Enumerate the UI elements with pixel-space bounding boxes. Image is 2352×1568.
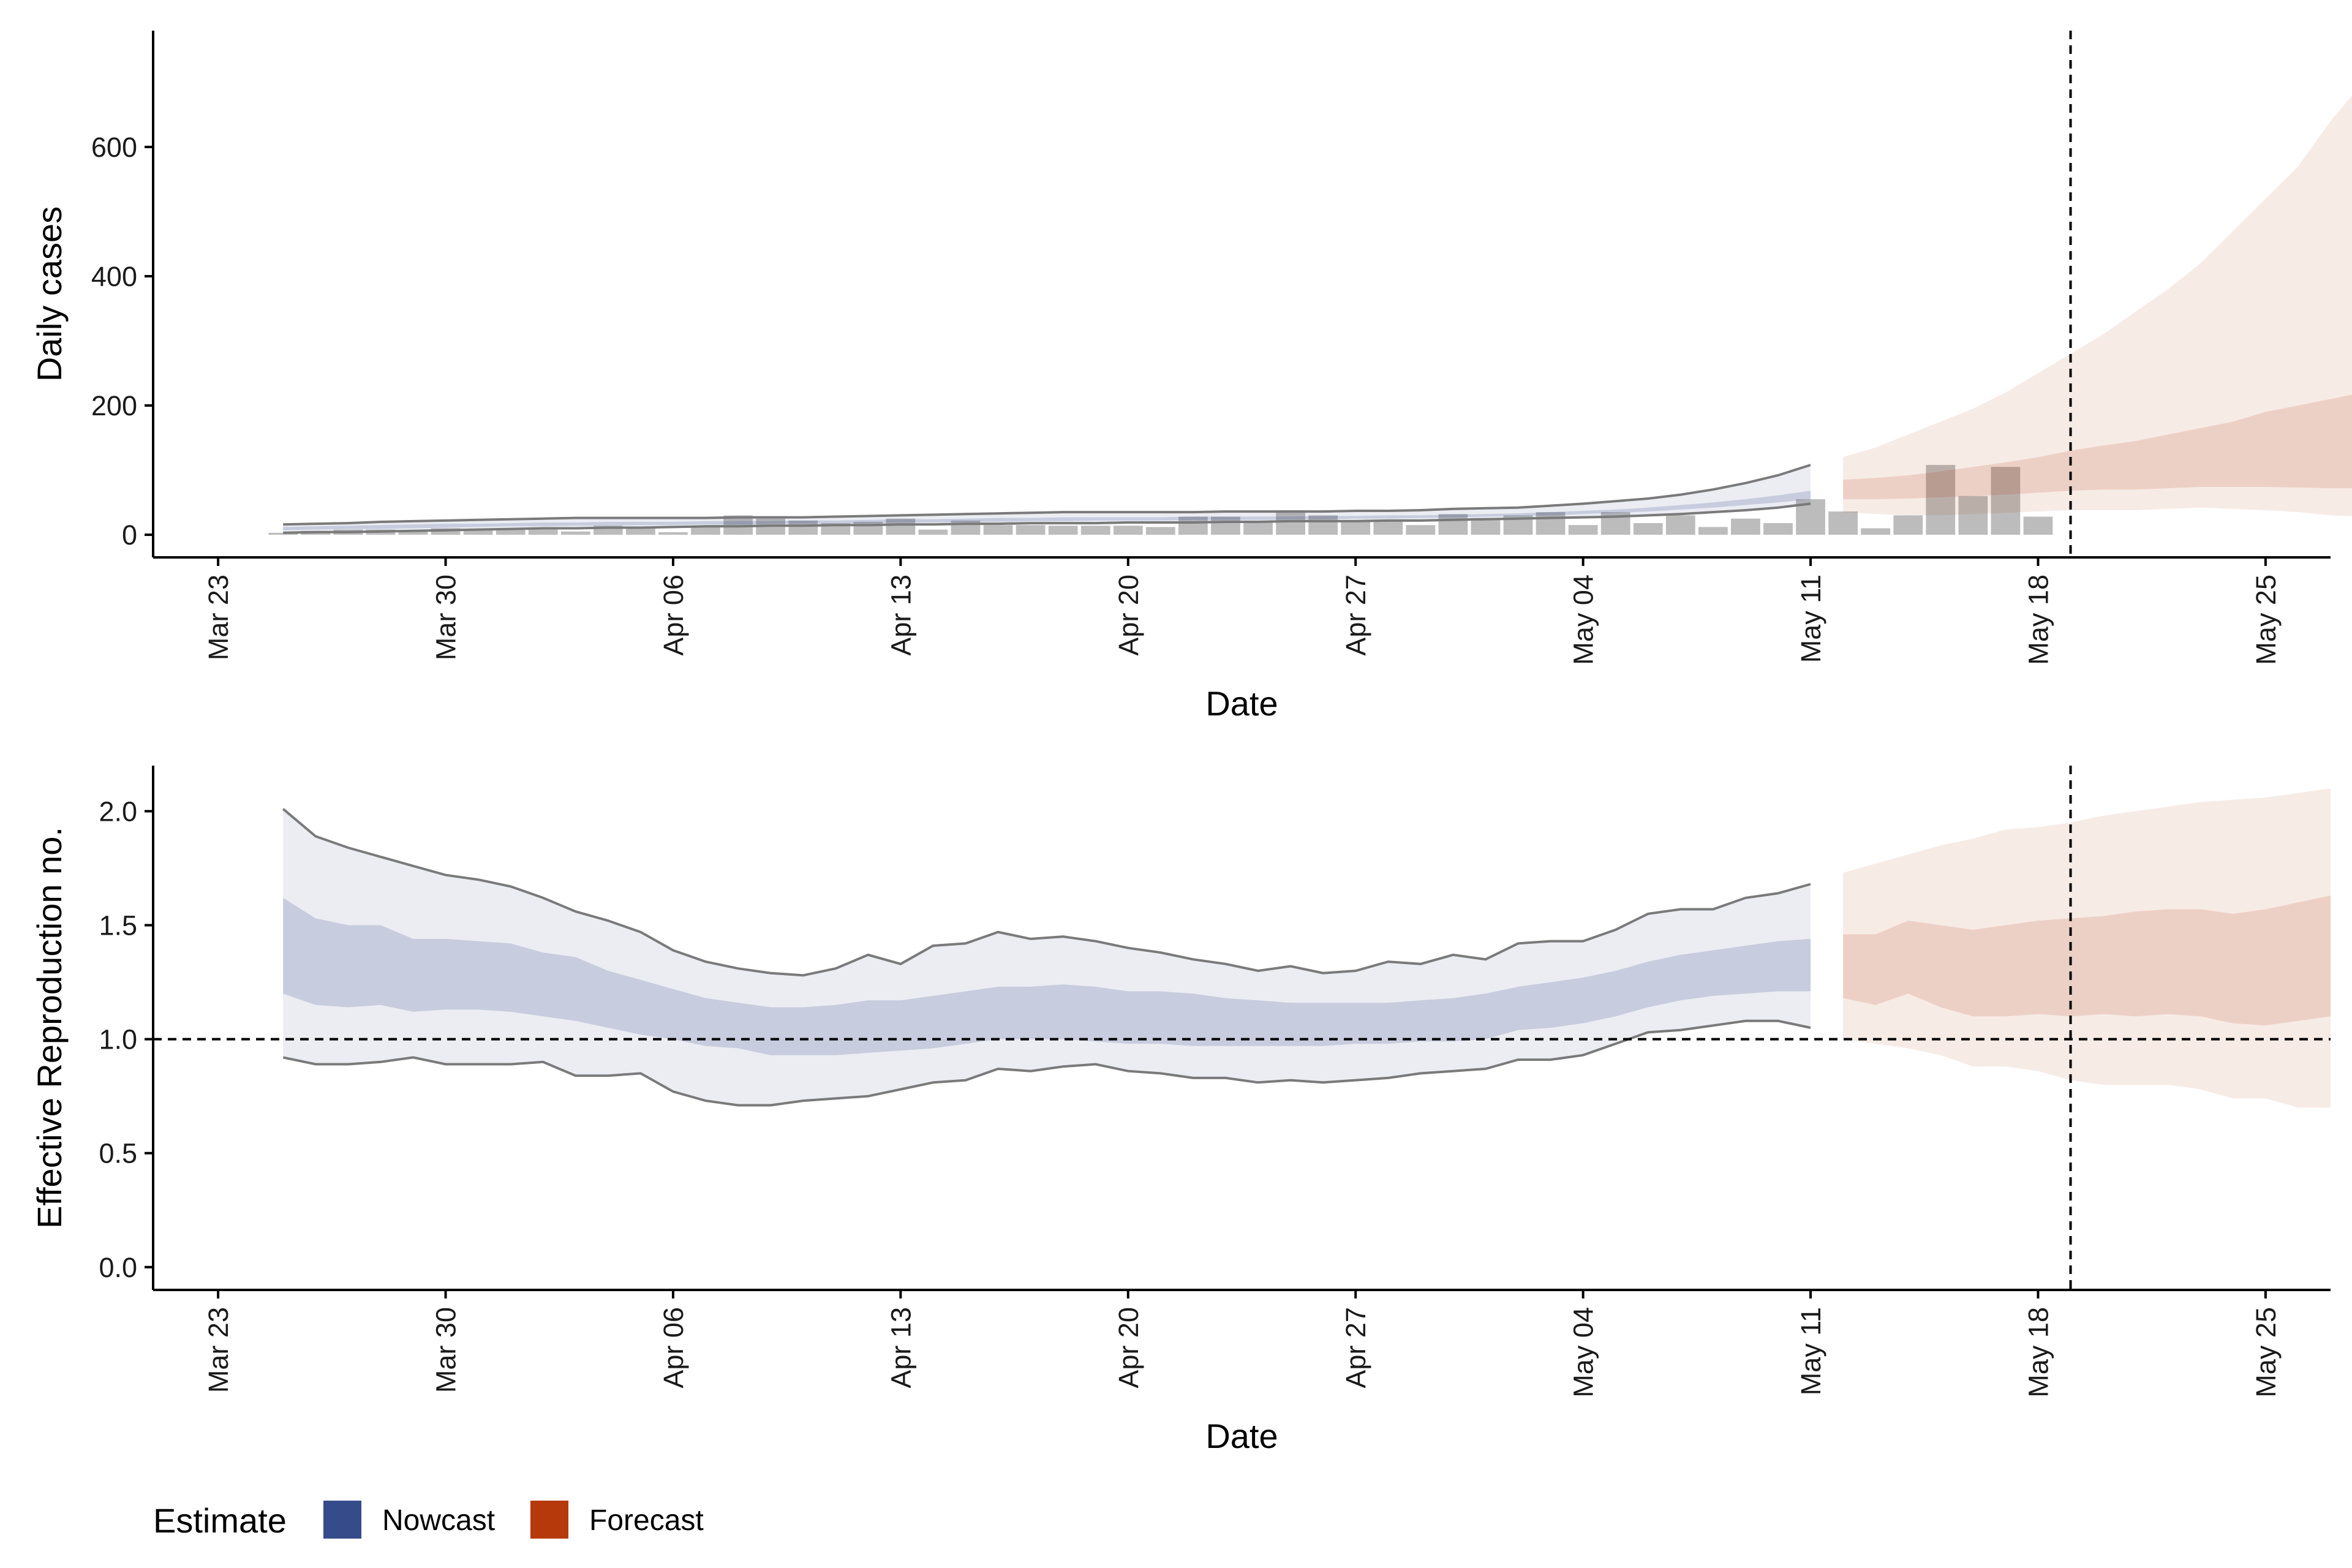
case-bar: [1763, 523, 1793, 535]
x-tick-label: Apr 13: [885, 575, 916, 656]
x-tick-label: Apr 06: [658, 1307, 689, 1389]
forecast-inner-band: [1843, 394, 2352, 499]
case-bar: [1080, 526, 1110, 535]
case-bar: [2023, 516, 2053, 535]
x-tick-label: May 04: [1568, 575, 1599, 665]
forecast-inner-band: [1843, 895, 2331, 1026]
y-tick-label: 1.5: [99, 910, 137, 941]
x-tick-label: May 04: [1568, 1307, 1599, 1398]
nowcast-upper-line: [283, 464, 1811, 526]
y-tick-label: 0.5: [99, 1138, 137, 1169]
x-tick-label: Apr 20: [1113, 575, 1144, 656]
case-bar: [1406, 525, 1436, 535]
x-tick-label: Mar 30: [431, 575, 462, 660]
case-bar: [1893, 515, 1923, 535]
y-tick-label: 600: [91, 132, 137, 163]
nowcast-inner-band: [283, 897, 1811, 1055]
x-tick-label: Mar 23: [203, 1307, 234, 1393]
y-tick-label: 400: [91, 261, 137, 292]
nowcast-outer-band: [283, 809, 1811, 1106]
case-bar: [691, 527, 720, 535]
x-tick-label: Apr 13: [885, 1307, 916, 1389]
y-tick-label: 200: [91, 390, 137, 421]
case-bar: [1991, 467, 2021, 535]
case-bar: [1211, 516, 1240, 535]
case-bar: [1113, 526, 1143, 535]
case-bar: [496, 529, 526, 535]
case-bar: [1471, 518, 1501, 535]
case-bar: [658, 532, 688, 535]
forecast-outer-band: [1843, 788, 2331, 1108]
case-bar: [983, 525, 1013, 535]
x-tick-label: Apr 06: [658, 575, 689, 656]
case-bar: [463, 529, 493, 535]
x-axis-title: Date: [1205, 684, 1278, 723]
x-tick-label: May 25: [2250, 1307, 2282, 1398]
case-bar: [1178, 516, 1208, 535]
case-bar: [1958, 496, 1988, 535]
nowcast-outer-band: [283, 465, 1811, 533]
x-tick-label: May 11: [1795, 575, 1826, 663]
case-bar: [398, 530, 428, 535]
x-tick-label: May 18: [2022, 575, 2054, 665]
x-tick-label: Mar 23: [203, 575, 234, 660]
x-tick-label: May 11: [1795, 1307, 1826, 1395]
x-tick-label: May 18: [2022, 1307, 2054, 1398]
x-tick-label: Apr 20: [1113, 1307, 1144, 1389]
forecast-outer-band: [1843, 95, 2352, 516]
case-bar: [886, 518, 916, 535]
case-bar: [1048, 526, 1078, 535]
case-bar: [1016, 525, 1046, 535]
case-bar: [1665, 515, 1695, 535]
x-tick-label: Apr 27: [1340, 575, 1371, 656]
nowcast-lower-line: [283, 502, 1811, 534]
y-tick-label: 0: [122, 519, 137, 551]
legend-label-nowcast: Nowcast: [382, 1504, 495, 1537]
case-bar: [1828, 511, 1858, 535]
case-bar: [1926, 465, 1956, 535]
y-axis-title: Daily cases: [30, 206, 69, 382]
legend-title: Estimate: [153, 1501, 287, 1540]
case-bar: [1861, 528, 1891, 535]
case-bar: [1308, 515, 1338, 535]
case-bar: [918, 529, 948, 535]
case-bar: [1731, 518, 1760, 535]
case-bar: [1373, 520, 1403, 535]
case-bar: [1145, 527, 1175, 535]
case-bar: [1341, 520, 1371, 535]
nowcast-lower-line: [282, 1019, 1811, 1107]
case-bar: [1633, 523, 1663, 535]
x-tick-label: Apr 27: [1340, 1307, 1371, 1389]
legend-label-forecast: Forecast: [589, 1504, 704, 1537]
nowcast-upper-line: [282, 808, 1811, 977]
reproduction-panel: 0.0 0.5 1.0 1.5 2.0 Mar 23 Mar 30 Apr 06 Apr 13 A…: [30, 766, 2331, 1455]
y-tick-label: 2.0: [99, 796, 137, 827]
nowcast-inner-band: [283, 491, 1811, 530]
x-tick-label: May 25: [2250, 575, 2282, 665]
case-bar: [626, 527, 655, 535]
cases-panel: 0 200 400 600 Mar 23 Mar 30 Apr 06 Apr 13 Apr 20…: [30, 31, 2352, 723]
legend: Estimate Nowcast Forecast: [153, 1501, 704, 1540]
case-bar: [431, 528, 461, 535]
x-tick-label: Mar 30: [431, 1307, 462, 1393]
y-axis-title: Effective Reproduction no.: [30, 827, 69, 1229]
case-bar: [1243, 521, 1273, 535]
case-bar: [1536, 512, 1566, 535]
case-bar: [528, 529, 558, 535]
y-tick-label: 0.0: [99, 1252, 137, 1283]
y-tick-label: 1.0: [99, 1024, 137, 1055]
legend-swatch-nowcast: [323, 1501, 361, 1539]
case-bar: [1568, 525, 1598, 535]
case-bar: [1438, 514, 1468, 535]
case-bar: [788, 520, 818, 535]
case-bar: [560, 531, 590, 535]
x-axis-title: Date: [1205, 1417, 1278, 1455]
legend-swatch-forecast: [530, 1501, 568, 1539]
case-bar: [1698, 527, 1728, 535]
